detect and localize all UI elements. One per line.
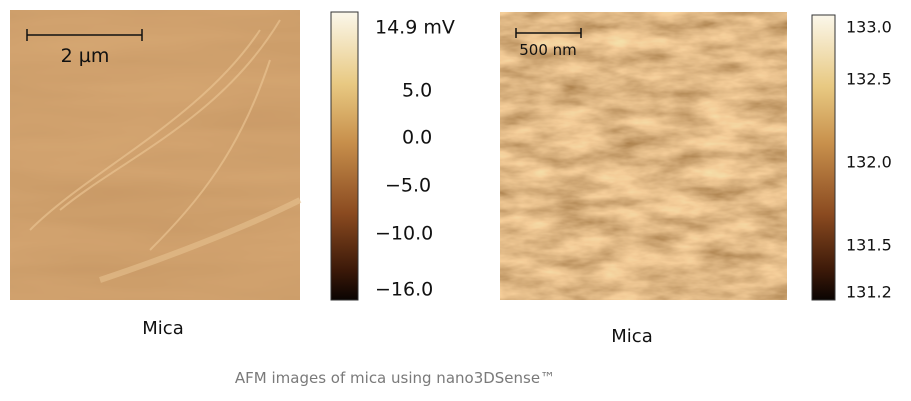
scale-bar-label: 2 µm <box>61 45 110 67</box>
afm-image-2: 500 nm <box>500 12 787 300</box>
colorbar-tick: −16.0 <box>375 279 433 301</box>
caption: AFM images of mica using nano3DSense™ <box>235 369 555 387</box>
panel-label: Mica <box>142 318 183 339</box>
colorbar-tick: 132.5 <box>846 70 892 89</box>
colorbar-tick: 5.0 <box>402 80 432 102</box>
colorbar-tick: 14.9 mV <box>375 17 455 39</box>
colorbar-ticks: 133.0 132.5 132.0 131.5 131.2 <box>846 18 892 302</box>
colorbar-ticks: 14.9 mV 5.0 0.0 −5.0 −10.0 −16.0 <box>375 17 455 301</box>
colorbar <box>330 11 359 301</box>
colorbar-tick: 132.0 <box>846 153 892 172</box>
panel-label: Mica <box>611 326 652 347</box>
colorbar-tick: 0.0 <box>402 127 432 149</box>
colorbar-tick: −5.0 <box>385 175 431 197</box>
colorbar-tick: 131.2 <box>846 283 892 302</box>
colorbar-tick: 131.5 <box>846 236 892 255</box>
colorbar <box>811 14 836 301</box>
afm-image-1: 2 µm <box>10 10 302 300</box>
colorbar-tick: −10.0 <box>375 223 433 245</box>
scale-bar-label: 500 nm <box>519 41 577 59</box>
colorbar-tick: 133.0 <box>846 18 892 37</box>
